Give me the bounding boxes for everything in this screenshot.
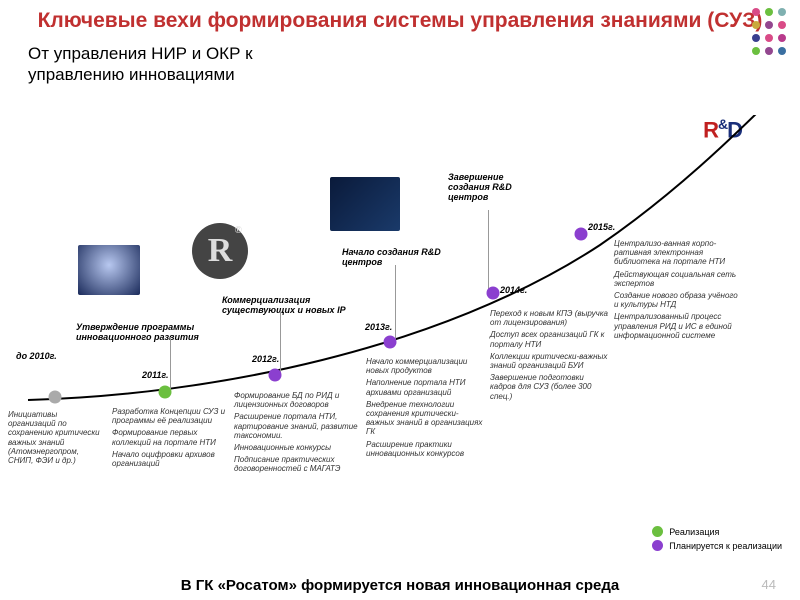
milestone-desc: Инициативы организаций по сохранению кри… [8,410,104,468]
milestone-desc: Централизо-ванная корпо-ративная электро… [614,239,740,343]
slide-subtitle: От управления НИР и ОКР к управлению инн… [0,37,330,86]
deco-dots [752,8,786,55]
footer-text: В ГК «Росатом» формируется новая инновац… [0,577,800,594]
callout-label: Завершение создания R&D центров [448,172,512,202]
tech-image [330,177,400,231]
year-label: 2014г. [500,285,527,295]
page-number: 44 [762,577,776,592]
milestone-desc: Формирование БД по РИД и лицензионных до… [234,391,362,477]
year-label: 2011г. [142,370,169,380]
legend: РеализацияПланируется к реализации [652,523,782,554]
milestone-desc: Разработка Концепции СУЗ и программы её … [112,407,230,471]
milestone-desc: Переход к новым КПЭ (выручка от лицензир… [490,309,608,404]
year-label: 2013г. [365,322,392,332]
timeline-point [269,369,282,382]
timeline-point [487,287,500,300]
trademark-icon: R [192,223,248,279]
timeline-point [159,386,172,399]
timeline-point [575,228,588,241]
year-label: 2012г. [252,354,279,364]
year-label: 2015г. [588,222,615,232]
timeline-point [49,391,62,404]
timeline-point [384,336,397,349]
milestone-desc: Начало коммерциализации новых продуктовН… [366,357,484,461]
year-label: до 2010г. [16,351,57,361]
slide-title: Ключевые вехи формирования системы управ… [0,0,800,37]
hands-image [78,245,140,295]
callout-label: Утверждение программы инновационного раз… [76,322,199,342]
callout-label: Начало создания R&D центров [342,247,441,267]
callout-label: Коммерциализация существующих и новых IP [222,295,346,315]
timeline-container: R Утверждение программы инновационного ра… [10,115,790,515]
